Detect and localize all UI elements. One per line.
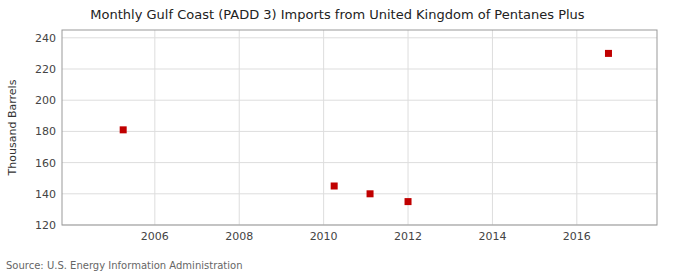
y-tick-label: 240 bbox=[35, 32, 56, 45]
point bbox=[331, 183, 338, 190]
source-note: Source: U.S. Energy Information Administ… bbox=[6, 260, 243, 271]
x-tick-label: 2014 bbox=[478, 230, 506, 243]
grid-line-y bbox=[62, 131, 657, 132]
grid-line-x bbox=[239, 30, 240, 225]
y-axis-label: Thousand Barrels bbox=[6, 79, 19, 176]
grid-line-x bbox=[492, 30, 493, 225]
title: Monthly Gulf Coast (PADD 3) Imports from… bbox=[90, 7, 585, 22]
grid-line-x bbox=[154, 30, 155, 225]
grid-line-x bbox=[576, 30, 577, 225]
point bbox=[367, 190, 374, 197]
grid-line-x bbox=[408, 30, 409, 225]
x-tick-label: 2008 bbox=[225, 230, 253, 243]
grid-line-y bbox=[62, 100, 657, 101]
grid-line-y bbox=[62, 69, 657, 70]
y-tick-label: 120 bbox=[35, 219, 56, 232]
plot-frame bbox=[62, 30, 657, 225]
chart: 2006 2008 2010 2012 2014 2016 120 140 160 180 200 2… bbox=[0, 0, 675, 275]
grid-line-y bbox=[62, 37, 657, 38]
x-tick-label: 2010 bbox=[310, 230, 338, 243]
grid-line-x bbox=[323, 30, 324, 225]
y-tick-label: 140 bbox=[35, 188, 56, 201]
x-tick-label: 2012 bbox=[394, 230, 422, 243]
grid-line-y bbox=[62, 162, 657, 163]
y-tick-label: 200 bbox=[35, 94, 56, 107]
tick-labels: 2006 2008 2010 2012 2014 2016 120 140 160 180 200 2… bbox=[35, 32, 591, 243]
y-tick-label: 180 bbox=[35, 125, 56, 138]
y-tick-label: 220 bbox=[35, 63, 56, 76]
point bbox=[405, 198, 412, 205]
point bbox=[605, 50, 612, 57]
x-tick-label: 2016 bbox=[563, 230, 591, 243]
points bbox=[120, 50, 612, 205]
point bbox=[120, 126, 127, 133]
grid bbox=[62, 30, 657, 225]
y-tick-label: 160 bbox=[35, 157, 56, 170]
grid-line-y bbox=[62, 193, 657, 194]
x-tick-label: 2006 bbox=[141, 230, 169, 243]
